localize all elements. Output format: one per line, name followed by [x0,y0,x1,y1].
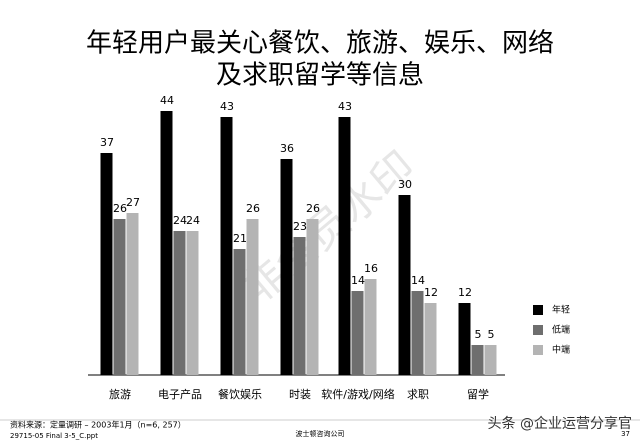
chart-title: 年轻用户最关心餐饮、旅游、娱乐、网络 [86,29,554,59]
bar [411,291,424,375]
x-tick-label: 餐饮娱乐 [218,387,262,401]
bar [306,219,319,375]
bar [484,345,497,375]
x-tick-label: 求职 [407,388,429,401]
legend-swatch [533,345,543,355]
value-label: 23 [293,220,307,233]
value-label: 14 [411,274,425,287]
value-label: 44 [160,94,174,107]
company: 波士顿咨询公司 [296,429,345,438]
x-tick-label: 时装 [289,388,311,401]
legend-label: 低端 [552,324,570,336]
value-label: 5 [488,328,495,341]
watermark: 头条 @企业运营分享官 [488,415,632,432]
value-label: 26 [246,202,260,215]
bar [293,237,306,375]
bar [126,213,139,375]
bar [233,249,246,375]
x-tick-label: 留学 [467,387,489,401]
value-label: 5 [475,328,482,341]
value-label: 24 [173,214,187,227]
value-label: 12 [424,286,438,299]
bar [160,111,173,375]
value-label: 27 [126,196,140,209]
legend-swatch [533,305,543,315]
bar [351,291,364,375]
legend-label: 中端 [552,344,570,356]
x-tick-label: 电子产品 [158,387,202,401]
page-number: 37 [621,430,630,438]
bar [173,231,186,375]
bar [220,117,233,375]
x-tick-label: 旅游 [109,387,131,401]
value-label: 16 [364,262,378,275]
bar [458,303,471,375]
chart-title: 及求职留学等信息 [216,61,424,91]
bar [186,231,199,375]
bar [246,219,259,375]
bar [364,279,377,375]
x-tick-label: 软件/游戏/网络 [321,387,394,401]
bar [280,159,293,375]
value-label: 24 [186,214,200,227]
value-label: 26 [306,202,320,215]
value-label: 43 [220,100,234,113]
bar [100,153,113,375]
value-label: 21 [233,232,247,245]
bar [471,345,484,375]
bar [338,117,351,375]
value-label: 36 [280,142,294,155]
value-label: 26 [113,202,127,215]
value-label: 14 [351,274,365,287]
bar [398,195,411,375]
bar [113,219,126,375]
file-name: 29715-05 Final 3-5_C.ppt [10,432,98,440]
source: 资料来源：定量调研 – 2003年1月（n=6, 257） [10,420,186,430]
value-label: 30 [398,178,412,191]
value-label: 12 [458,286,472,299]
value-label: 43 [338,100,352,113]
legend-label: 年轻 [552,304,570,316]
legend-swatch [533,325,543,335]
value-label: 37 [100,136,114,149]
bar [424,303,437,375]
